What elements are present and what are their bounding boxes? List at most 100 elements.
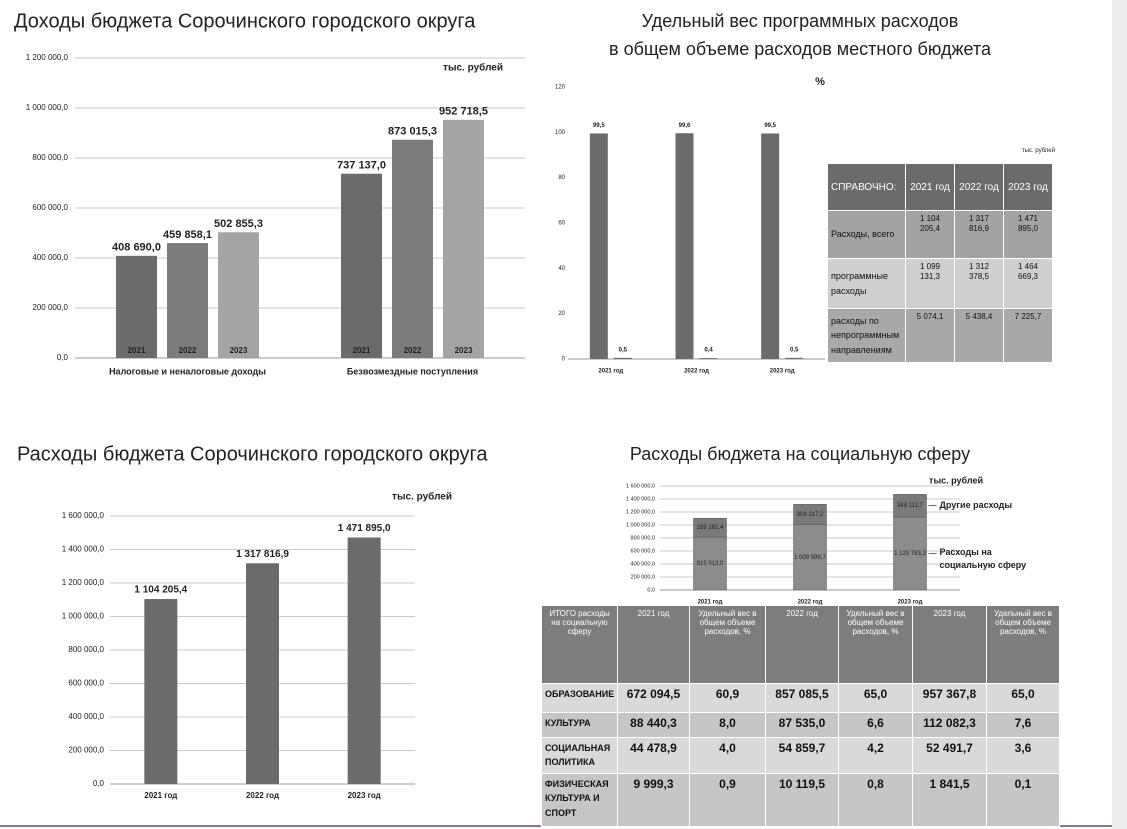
bar-segment: [893, 494, 927, 518]
value-label: 348 111,7: [897, 503, 923, 509]
header-cell: 2022 год: [765, 605, 839, 684]
x-tick-label: 2021 год: [698, 600, 723, 606]
y-tick-label: 200 000,0: [68, 746, 104, 755]
table-cell: 5 438,4: [954, 308, 1004, 363]
y-tick-label: 200 000,0: [631, 574, 655, 580]
y-tick-label: 40: [558, 266, 565, 272]
table-cell: 54 859,7: [765, 737, 839, 774]
table-cell: 6,6: [838, 712, 913, 738]
value-label: 0,4: [704, 348, 713, 354]
header-cell: Удельный вес в общем объеме расходов, %: [689, 605, 766, 684]
y-tick-label: 1 000 000,0: [626, 522, 655, 528]
table-row: ФИЗИЧЕСКАЯ КУЛЬТУРА И СПОРТ 9 999,3 0,9 10 …: [541, 772, 1060, 827]
table-cell: 9 999,3: [617, 772, 690, 827]
header-cell: Удельный вес в общем объеме расходов, %: [838, 605, 913, 684]
table-cell: 957 367,8: [912, 683, 987, 713]
table-cell: 857 085,5: [765, 683, 839, 713]
y-tick-label: 800 000,0: [32, 153, 68, 162]
y-tick-label: 1 400 000,0: [626, 496, 655, 502]
y-tick-label: 1 400 000,0: [62, 545, 105, 554]
table-cell: 5 074,1: [905, 308, 955, 363]
series-label: 2022: [404, 346, 422, 355]
chart-title: Расходы бюджета на социальную сферу: [630, 444, 970, 464]
x-tick-label: 2022 год: [684, 369, 709, 375]
bar: [392, 139, 433, 358]
scrollbar: [1112, 0, 1127, 829]
legend-entry: Расходы на социальную сферу: [939, 547, 1027, 571]
y-tick-label: 100: [555, 130, 566, 136]
header-row: ИТОГО расходы на социальную сферу 2021 го…: [541, 605, 1060, 684]
y-tick-label: 800 000,0: [631, 535, 655, 541]
y-tick-label: 400 000,0: [32, 253, 68, 262]
y-tick-label: 1 600 000,0: [626, 483, 655, 489]
y-tick-label: 600 000,0: [631, 548, 655, 554]
table-unit: тыс. рублей: [1021, 148, 1055, 154]
bar-segment: [793, 504, 827, 525]
x-tick-label: 2021 год: [598, 369, 623, 375]
table-cell: 10 119,5: [765, 772, 839, 827]
table-cell: 52 491,7: [912, 737, 987, 774]
bar: [613, 357, 632, 359]
value-label: 408 690,0: [112, 242, 161, 254]
table-cell: 8,0: [689, 712, 766, 738]
value-label: 1 471 895,0: [338, 523, 391, 534]
table-row: программные расходы 1 099 131,3 1 312 378,…: [827, 258, 1053, 309]
table-cell: 88 440,3: [617, 712, 690, 738]
y-tick-label: 600 000,0: [32, 203, 68, 212]
header-cell: 2023 год: [912, 605, 987, 684]
table-cell: ФИЗИЧЕСКАЯ КУЛЬТУРА И СПОРТ: [541, 772, 618, 827]
value-label: 737 137,0: [337, 160, 386, 172]
table-row: расходы по непрограммным направлениям 5 0…: [827, 308, 1053, 363]
table-cell: 4,0: [689, 737, 766, 774]
header-cell: Удельный вес в общем объеме расходов, %: [986, 605, 1060, 684]
y-tick-label: 60: [558, 221, 565, 227]
table-cell: 7,6: [986, 712, 1060, 738]
y-tick-label: 400 000,0: [68, 712, 104, 721]
table-cell: 1 317 816,9: [954, 210, 1004, 259]
table-cell: 1 099 131,3: [905, 258, 955, 309]
value-label: 1 317 816,9: [236, 549, 289, 560]
value-label: 99,5: [764, 123, 776, 129]
unit-label: тыс. рублей: [443, 62, 503, 74]
bar: [761, 133, 780, 359]
value-label: 952 718,5: [439, 106, 488, 118]
table-cell: СОЦИАЛЬНАЯ ПОЛИТИКА: [541, 737, 618, 774]
bar: [699, 358, 718, 359]
x-tick-label: 2023 год: [898, 600, 923, 606]
value-label: 1 009 599,7: [794, 555, 826, 561]
table-row: СОЦИАЛЬНАЯ ПОЛИТИКА 44 478,9 4,0 54 859,7 4,…: [541, 737, 1060, 774]
bar: [675, 133, 694, 359]
x-tick-label: 2022 год: [798, 600, 823, 606]
y-tick-label: 1 200 000,0: [26, 53, 69, 62]
value-label: 1 104 205,4: [134, 585, 187, 596]
table-cell: 87 535,0: [765, 712, 839, 738]
unit-label: %: [815, 76, 825, 88]
y-tick-label: 120: [555, 85, 566, 91]
x-tick-label: 2023 год: [348, 791, 381, 800]
y-tick-label: 200 000,0: [32, 303, 68, 312]
table-cell: 0,8: [838, 772, 913, 827]
series-label: 2023: [230, 346, 248, 355]
value-label: 0,5: [790, 347, 799, 353]
header-cell: 2023 год: [1003, 163, 1053, 211]
header-cell: 2022 год: [954, 163, 1004, 211]
y-tick-label: 600 000,0: [68, 679, 104, 688]
bar: [341, 173, 382, 358]
header-cell: 2021 год: [617, 605, 690, 684]
value-label: 99,6: [679, 123, 691, 129]
table-cell: 1 312 378,5: [954, 258, 1004, 309]
header-cell: СПРАВОЧНО:: [827, 163, 906, 211]
series-label: 2023: [455, 346, 473, 355]
y-tick-label: 0,0: [647, 587, 655, 593]
bar: [167, 243, 208, 358]
bar: [116, 255, 157, 358]
chart-title: Доходы бюджета Сорочинского городского о…: [14, 10, 476, 32]
table-cell: 112 082,3: [912, 712, 987, 738]
table-cell: 65,0: [986, 683, 1060, 713]
y-tick-label: 1 200 000,0: [62, 578, 105, 587]
y-tick-label: 1 000 000,0: [26, 103, 69, 112]
value-label: 502 855,3: [214, 218, 263, 230]
table-row: ОБРАЗОВАНИЕ 672 094,5 60,9 857 085,5 65,0 957…: [541, 683, 1060, 713]
table-cell: 672 094,5: [617, 683, 690, 713]
value-label: 873 015,3: [388, 126, 437, 138]
